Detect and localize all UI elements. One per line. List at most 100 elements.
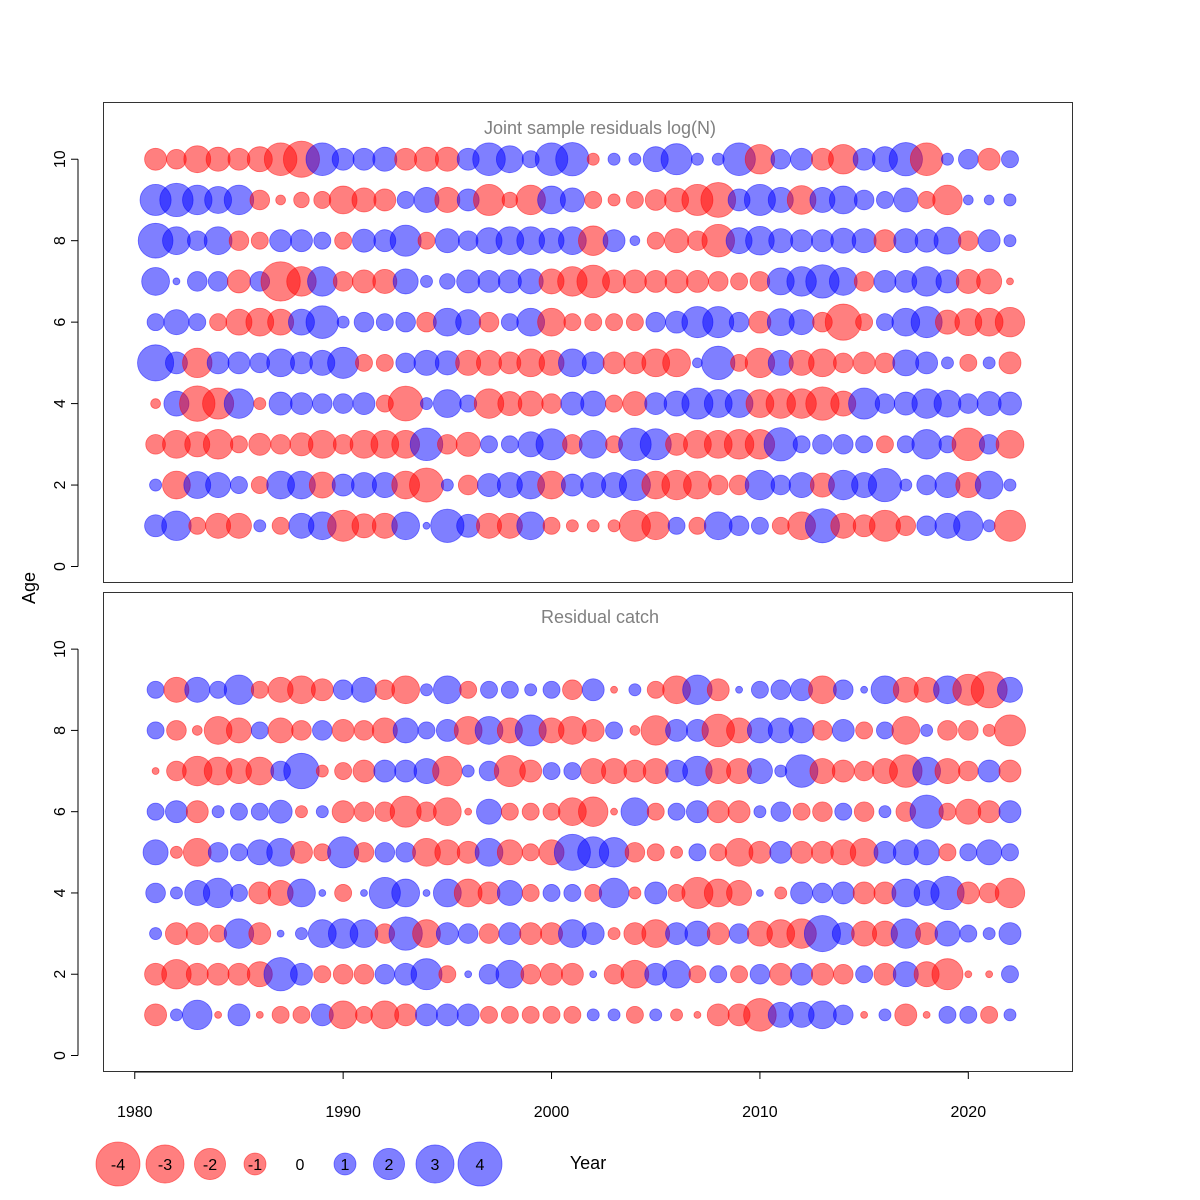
bubble-age-3-year-2015 xyxy=(855,435,874,454)
bubble-age-6-year-2001 xyxy=(563,313,582,332)
legend-bubble xyxy=(333,1152,357,1176)
bubble-age-8-year-2022 xyxy=(994,714,1026,747)
bubble-age-9-year-2003 xyxy=(610,685,618,694)
bubble-age-2-year-1994 xyxy=(410,958,443,991)
bubble-age-10-year-2006 xyxy=(660,143,693,176)
bubble-age-6-year-1991 xyxy=(353,311,375,333)
bubble-age-9-year-2008 xyxy=(706,678,730,702)
bubble-age-4-year-2013 xyxy=(812,882,833,904)
bubble-age-9-year-2013 xyxy=(808,675,837,705)
bubble-age-9-year-1991 xyxy=(351,676,377,703)
bubble-age-9-year-1997 xyxy=(480,680,498,699)
bubble-age-7-year-1984 xyxy=(207,271,229,292)
bubble-age-2-year-1999 xyxy=(520,963,541,985)
bubble-age-4-year-2021 xyxy=(976,391,1002,417)
bubble-age-5-year-2003 xyxy=(602,351,626,375)
bubble-age-6-year-2009 xyxy=(728,311,750,333)
bubble-age-7-year-2005 xyxy=(642,758,669,784)
bubble-age-5-year-2003 xyxy=(598,837,630,868)
bubble-age-5-year-2017 xyxy=(892,349,920,377)
bubble-age-4-year-2000 xyxy=(541,393,562,414)
bubble-age-6-year-1986 xyxy=(250,802,269,821)
bubble-age-3-year-2008 xyxy=(706,922,730,945)
bubble-age-5-year-2018 xyxy=(915,351,939,375)
bubble-age-5-year-2007 xyxy=(688,843,707,862)
bubble-age-4-year-2014 xyxy=(831,881,855,905)
bubble-age-6-year-1997 xyxy=(476,798,502,825)
bubble-age-4-year-1982 xyxy=(170,886,183,900)
bubble-age-3-year-2011 xyxy=(763,427,798,462)
bubble-age-8-year-1993 xyxy=(392,717,419,744)
bubble-age-10-year-2015 xyxy=(852,147,876,171)
bubble-age-8-year-1993 xyxy=(389,224,422,257)
y-tick-label: 2 xyxy=(52,480,69,489)
bubble-age-5-year-2011 xyxy=(769,840,793,864)
bubble-age-5-year-1997 xyxy=(476,349,502,376)
bubble-age-8-year-2021 xyxy=(982,723,996,737)
bubble-age-6-year-2020 xyxy=(955,798,982,825)
bubble-age-6-year-2007 xyxy=(686,800,709,824)
bubble-age-8-year-1990 xyxy=(331,719,355,742)
bubble-age-7-year-1983 xyxy=(187,271,208,292)
y-tick-label: 6 xyxy=(52,807,69,816)
bubble-age-1-year-1982 xyxy=(161,510,192,541)
bubble-age-4-year-1986 xyxy=(253,397,267,411)
bubble-age-7-year-2020 xyxy=(958,760,979,782)
bubble-age-2-year-2022 xyxy=(1001,965,1019,984)
bubble-age-4-year-2003 xyxy=(605,394,623,413)
bubble-age-9-year-2014 xyxy=(828,185,858,215)
bubble-age-6-year-1983 xyxy=(185,800,209,824)
bubble-age-10-year-2007 xyxy=(690,152,704,166)
bubble-age-8-year-1985 xyxy=(226,717,252,744)
bubble-age-10-year-1992 xyxy=(372,146,398,172)
bubble-age-7-year-1981 xyxy=(151,767,160,775)
bubble-age-6-year-1982 xyxy=(165,800,188,824)
bubble-age-5-year-2013 xyxy=(808,348,837,378)
bubble-age-4-year-1987 xyxy=(268,391,293,416)
bubble-age-9-year-2015 xyxy=(853,189,875,211)
bubble-age-1-year-2020 xyxy=(953,510,984,541)
bubble-age-6-year-2016 xyxy=(876,313,894,332)
y-tick-label: 4 xyxy=(52,888,69,897)
bubble-age-2-year-1984 xyxy=(206,962,230,986)
bubble-age-3-year-1981 xyxy=(149,927,163,941)
bubble-age-4-year-1989 xyxy=(318,889,327,897)
bubble-age-2-year-2021 xyxy=(974,470,1004,500)
bubble-age-8-year-2012 xyxy=(788,717,815,744)
bubble-age-3-year-2013 xyxy=(812,434,833,455)
bubble-age-3-year-1996 xyxy=(455,431,481,457)
bubble-age-5-year-2019 xyxy=(938,843,957,862)
bubble-age-3-year-1988 xyxy=(295,927,308,941)
bubble-age-3-year-1995 xyxy=(435,922,459,945)
bubble-age-9-year-1986 xyxy=(249,189,271,211)
x-tick-label: 2000 xyxy=(534,1104,570,1121)
panel-title: Joint sample residuals log(N) xyxy=(484,118,716,138)
bubble-age-1-year-2002 xyxy=(586,519,600,533)
bubble-age-6-year-2004 xyxy=(625,313,644,332)
bubble-age-5-year-1992 xyxy=(374,842,396,863)
bubble-age-8-year-2005 xyxy=(646,231,665,250)
bubble-age-8-year-2013 xyxy=(811,229,834,253)
bubble-age-5-year-1988 xyxy=(290,351,313,375)
bubble-age-6-year-1998 xyxy=(500,802,519,821)
bubble-age-2-year-2020 xyxy=(964,970,973,979)
bubble-age-7-year-1990 xyxy=(332,271,354,292)
bubble-age-4-year-1999 xyxy=(521,884,540,902)
bubble-age-8-year-2011 xyxy=(768,228,794,254)
bubble-age-1-year-2007 xyxy=(693,1010,702,1019)
bubble-age-2-year-1985 xyxy=(230,476,248,494)
bubble-age-4-year-2022 xyxy=(998,391,1022,416)
bubble-age-2-year-2015 xyxy=(855,965,874,984)
x-tick-label: 2020 xyxy=(951,1104,987,1121)
bubble-age-8-year-2020 xyxy=(958,720,979,741)
bubble-age-2-year-1992 xyxy=(374,963,396,985)
bubble-age-8-year-1988 xyxy=(291,720,312,741)
bubble-age-8-year-2012 xyxy=(790,229,813,253)
bubble-age-1-year-1985 xyxy=(226,512,252,539)
bubble-age-3-year-2020 xyxy=(959,924,978,943)
legend-label: -2 xyxy=(203,1157,217,1174)
bubble-age-7-year-1994 xyxy=(420,274,433,288)
bubble-age-8-year-2019 xyxy=(933,226,962,255)
bubble-age-10-year-1985 xyxy=(227,147,251,171)
bubble-age-10-year-2002 xyxy=(586,152,600,166)
